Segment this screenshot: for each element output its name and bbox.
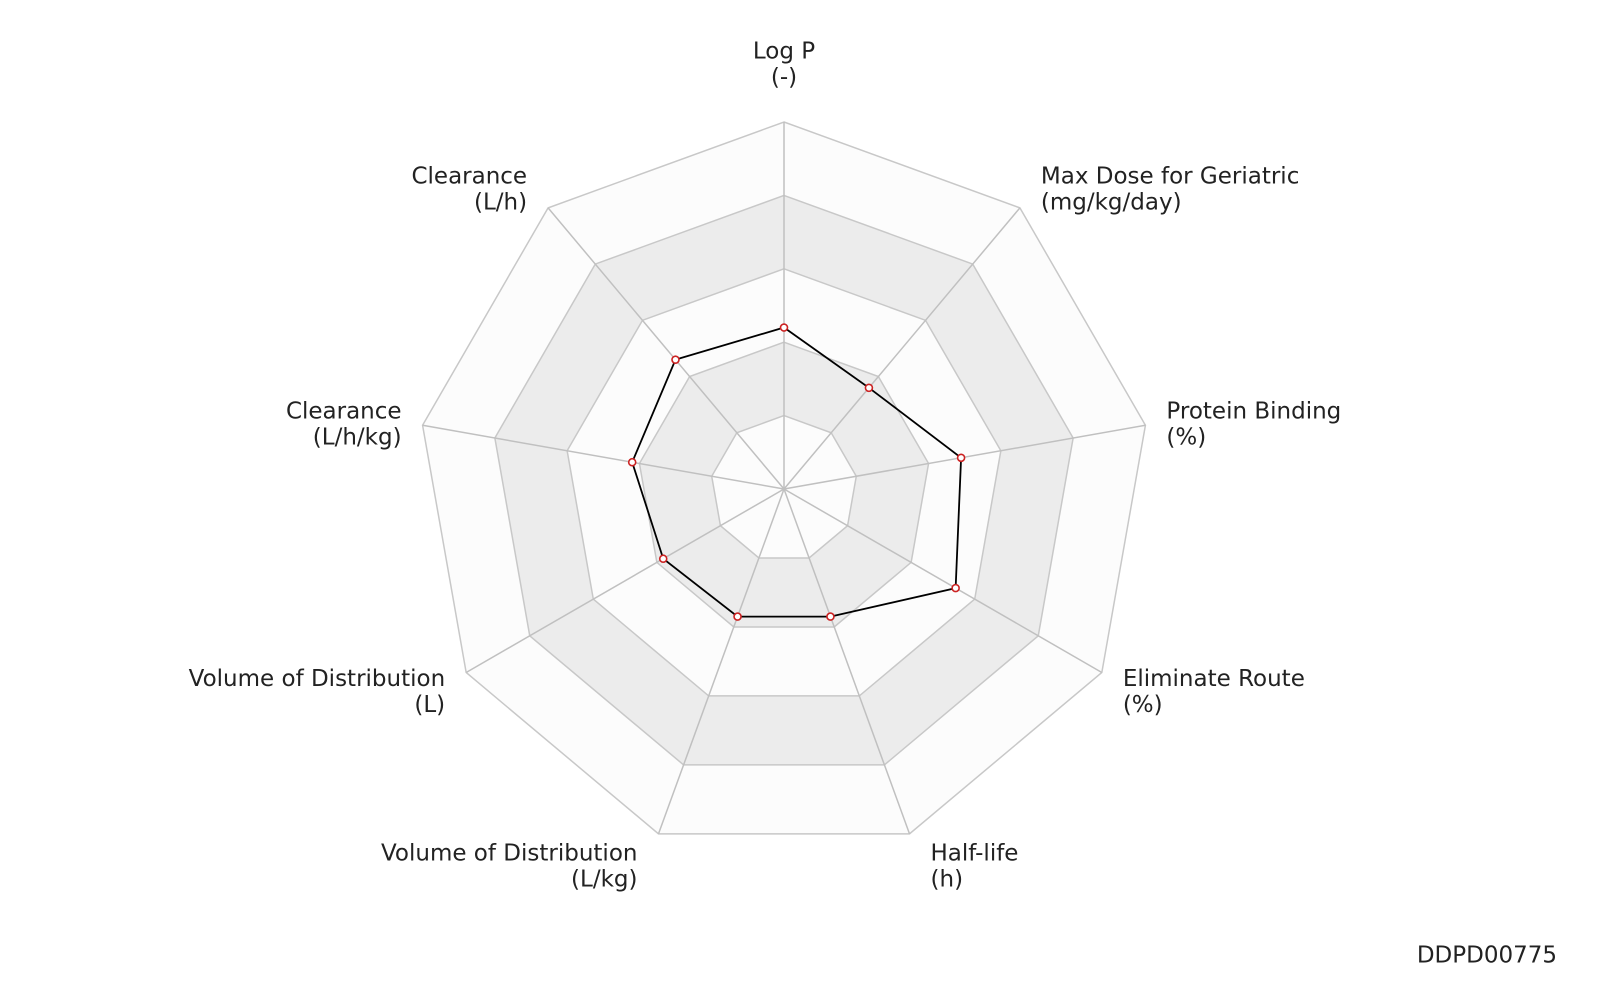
axis-unit: (mg/kg/day): [1041, 189, 1182, 215]
axis-unit: (%): [1166, 425, 1206, 451]
axis-spoke: [422, 424, 785, 490]
data-point: [779, 323, 789, 332]
data-point: [956, 453, 966, 463]
data-point: [951, 583, 960, 593]
axis-label: Volume of Distribution: [189, 666, 446, 692]
axis-label: Max Dose for Geriatric: [1041, 163, 1299, 189]
data-line: [631, 326, 963, 618]
axis-label: Protein Binding: [1166, 399, 1341, 425]
axis-label: Eliminate Route: [1123, 666, 1305, 692]
data-point: [864, 383, 874, 393]
axis-label: Clearance: [411, 163, 527, 189]
axis-spoke: [657, 488, 785, 835]
axis-unit: (L/kg): [571, 867, 637, 893]
data-point: [826, 612, 835, 621]
axis-label: Log P: [753, 39, 815, 65]
axis-label: Clearance: [286, 399, 402, 425]
data-point: [627, 457, 637, 467]
axis-unit: (%): [1123, 692, 1163, 718]
axis-label: Volume of Distribution: [381, 841, 638, 867]
axis-spoke: [783, 207, 1021, 490]
axis-spoke: [465, 488, 785, 674]
axis-spoke: [783, 488, 1103, 674]
axis-unit: (L/h): [474, 189, 527, 215]
axis-unit: (h): [931, 867, 964, 893]
footer-id: DDPD00775: [1417, 943, 1557, 969]
axis-spoke: [547, 207, 785, 490]
data-point: [658, 554, 668, 564]
data-point: [733, 612, 742, 621]
axis-unit: (L/h/kg): [313, 425, 402, 451]
axis-unit: (-): [771, 65, 797, 91]
axis-label: Half-life: [931, 841, 1019, 867]
axis-unit: (L): [414, 692, 445, 718]
axis-spoke: [783, 488, 911, 835]
data-point: [671, 355, 680, 364]
